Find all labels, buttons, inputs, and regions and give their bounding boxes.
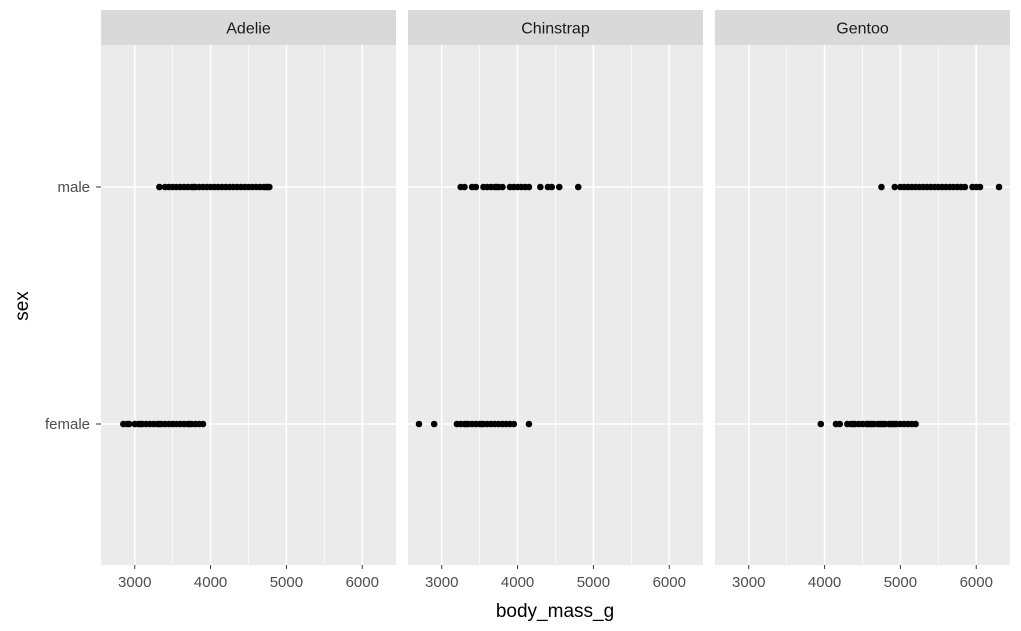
data-point — [156, 183, 163, 191]
y-axis: female male — [45, 179, 101, 433]
data-point — [891, 183, 899, 191]
data-point — [266, 183, 273, 191]
data-point — [836, 420, 844, 428]
data-point — [574, 183, 582, 191]
data-point — [817, 420, 825, 428]
x-tick-label: 6000 — [346, 574, 379, 591]
facet-strip — [715, 10, 1010, 45]
y-tick-label-male: male — [57, 179, 90, 196]
x-tick-label: 4000 — [501, 574, 534, 591]
panel-gentoo: Gentoo 3000 4000 5000 6000 — [715, 10, 1010, 591]
data-point — [537, 183, 544, 191]
data-point — [430, 420, 438, 428]
data-point — [548, 183, 556, 191]
data-point — [878, 183, 885, 191]
panel-adelie: Adelie 3000 4000 5000 6000 — [101, 10, 396, 591]
data-point — [472, 183, 480, 191]
x-tick-label: 5000 — [270, 574, 303, 591]
facet-strip — [101, 10, 396, 45]
x-tick-label: 4000 — [808, 574, 841, 591]
x-tick-label: 5000 — [577, 574, 610, 591]
data-point — [995, 183, 1003, 191]
data-point — [199, 420, 207, 428]
x-tick-label: 3000 — [118, 574, 151, 591]
data-point — [555, 183, 563, 191]
data-point — [499, 183, 506, 191]
data-point — [125, 420, 133, 428]
facet-strip-label: Chinstrap — [521, 21, 590, 38]
panel-chinstrap: Chinstrap 3000 4000 5000 6000 — [408, 10, 703, 591]
x-tick-label: 3000 — [732, 574, 765, 591]
data-point — [525, 420, 533, 428]
x-tick-label: 4000 — [194, 574, 227, 591]
data-point — [912, 420, 919, 428]
data-point — [510, 420, 518, 428]
x-axis-title: body_mass_g — [496, 601, 614, 622]
x-tick-label: 5000 — [884, 574, 917, 591]
facet-strip-label: Adelie — [226, 21, 271, 38]
data-point — [525, 183, 533, 191]
data-point — [976, 183, 984, 191]
data-point — [415, 420, 423, 428]
y-axis-title: sex — [12, 291, 33, 321]
x-tick-label: 6000 — [960, 574, 993, 591]
y-tick-label-female: female — [45, 416, 90, 433]
facet-strip — [408, 10, 703, 45]
facet-strip-label: Gentoo — [836, 21, 889, 38]
x-tick-label: 3000 — [425, 574, 458, 591]
data-point — [961, 183, 969, 191]
data-point — [461, 183, 468, 191]
x-tick-label: 6000 — [653, 574, 686, 591]
panels-layer: Adelie 3000 4000 5000 6000 Chinstrap 3000 4000 5… — [101, 10, 1010, 591]
